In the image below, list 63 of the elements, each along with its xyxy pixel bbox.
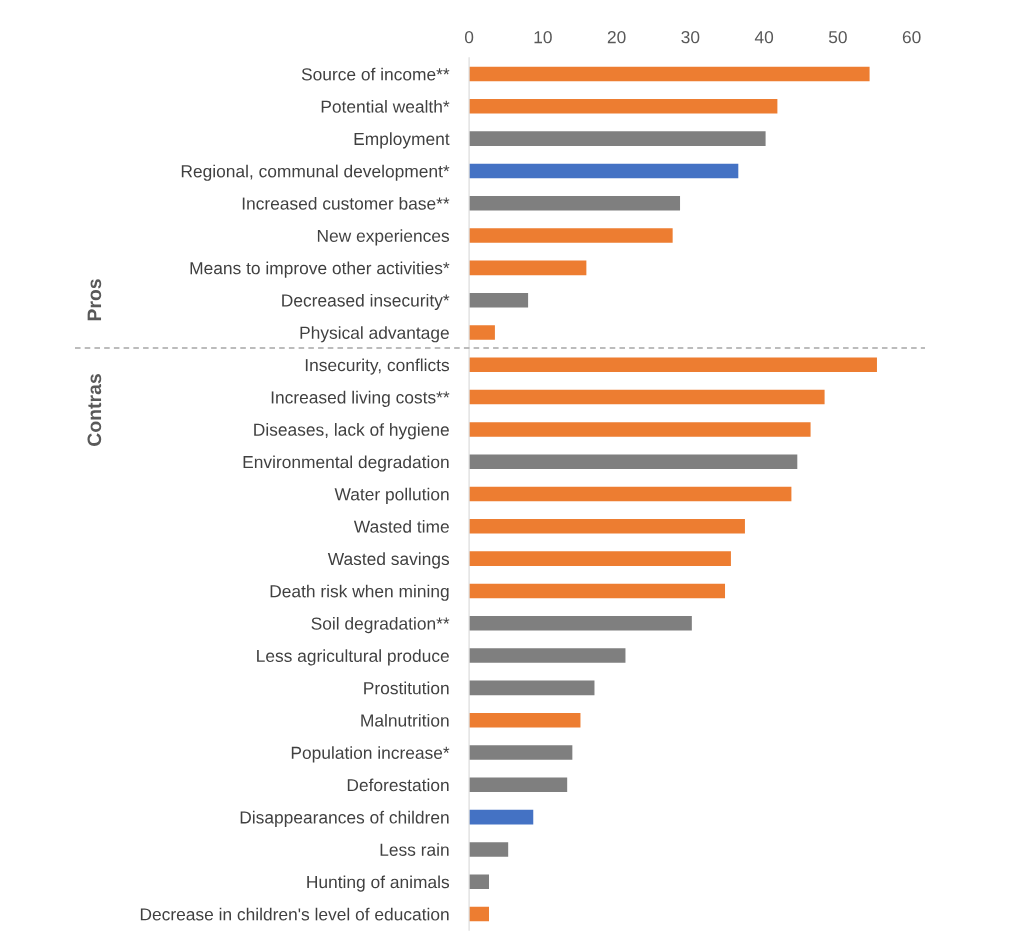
y-tick-label: Soil degradation** xyxy=(311,616,450,634)
y-tick-label: Regional, communal development* xyxy=(181,164,450,181)
bar xyxy=(469,777,568,793)
bar xyxy=(469,745,573,760)
y-tick-label: Source of income** xyxy=(301,67,450,81)
bar xyxy=(469,712,581,728)
y-tick-label: Wasted savings xyxy=(327,552,450,569)
bar xyxy=(469,519,745,534)
y-tick-label: Less rain xyxy=(380,843,449,856)
y-tick-label: Water pollution xyxy=(334,487,449,504)
x-tick-label: 20 xyxy=(607,31,626,44)
y-tick-label: Decreased insecurity* xyxy=(282,293,450,311)
bar xyxy=(469,615,692,631)
bar xyxy=(469,583,726,599)
y-tick-label: Diseases, lack of hygiene xyxy=(254,423,449,440)
y-tick-label: Means to improve other activities* xyxy=(190,261,450,278)
x-tick-label: 60 xyxy=(902,31,921,44)
y-tick-label: Prostitution xyxy=(364,681,449,695)
y-tick-label: New experiences xyxy=(317,229,450,246)
bar xyxy=(469,292,529,308)
bar xyxy=(469,648,626,663)
bar xyxy=(469,680,595,696)
bar xyxy=(469,195,681,211)
y-tick-label: Hunting of animals xyxy=(307,875,450,892)
x-tick-label: 0 xyxy=(464,31,474,44)
y-tick-label: Potential wealth* xyxy=(321,100,450,113)
y-tick-label: Disappearances of children xyxy=(240,810,449,828)
y-tick-label: Deforestation xyxy=(347,778,449,792)
y-tick-label: Population increase* xyxy=(291,746,450,763)
bar xyxy=(469,260,587,276)
x-tick-label: 40 xyxy=(754,31,774,44)
y-tick-label: Insecurity, conflicts xyxy=(305,358,450,375)
y-tick-label: Death risk when mining xyxy=(270,584,449,601)
text: Pros xyxy=(87,279,102,321)
x-tick-label: 50 xyxy=(828,31,847,44)
bar xyxy=(469,551,731,566)
bar xyxy=(469,163,739,179)
bar xyxy=(469,486,792,502)
y-tick-label: Physical advantage xyxy=(300,326,449,343)
y-tick-label: Decrease in children's level of education xyxy=(140,907,449,921)
bar xyxy=(469,131,766,146)
bar xyxy=(469,66,870,82)
bar xyxy=(469,389,825,405)
bar xyxy=(469,422,811,437)
text: Contras xyxy=(87,374,102,446)
bar xyxy=(469,325,495,340)
bar xyxy=(469,906,490,922)
y-tick-label: Wasted time xyxy=(353,520,449,533)
bar xyxy=(469,842,509,857)
y-tick-label: Environmental degradation xyxy=(243,455,449,472)
y-tick-label: Employment xyxy=(354,132,450,149)
bar xyxy=(469,809,534,825)
y-tick-label: Malnutrition xyxy=(361,713,449,727)
y-tick-label: Less agricultural produce xyxy=(257,649,449,666)
bar xyxy=(469,357,877,373)
bar xyxy=(469,228,673,243)
y-tick-label: Increased living costs** xyxy=(271,390,450,407)
x-tick-label: 10 xyxy=(534,31,552,44)
bar xyxy=(469,454,798,469)
bar xyxy=(469,874,490,890)
x-tick-label: 30 xyxy=(681,31,700,44)
bar xyxy=(469,99,778,114)
y-tick-label: Increased customer base** xyxy=(242,196,450,210)
